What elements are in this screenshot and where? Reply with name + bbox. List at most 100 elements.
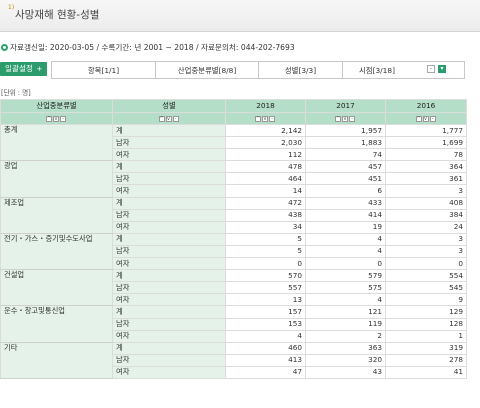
sort-asc-icon[interactable]: ^ (46, 115, 52, 122)
expand-down-icon[interactable]: ▾ (438, 65, 446, 73)
sort-asc-icon[interactable]: ^ (255, 115, 261, 122)
table-row: 운수・창고및통신업 계 157 121 129 (0, 305, 467, 343)
value-cell: 478 (225, 160, 306, 174)
value-cell: 1,777 (385, 123, 467, 138)
table-row: 총계 계 2,142 1,957 1,777 (0, 123, 467, 162)
value-cell: 575 (305, 281, 386, 295)
value-cell: 472 (225, 196, 306, 210)
sex-cell: 여자 (112, 148, 226, 162)
sort-desc-icon[interactable]: v (165, 115, 172, 122)
sort-desc-icon[interactable]: v (342, 115, 348, 122)
table-row: 여자 0 0 0 (1, 257, 467, 271)
value-cell: 438 (225, 208, 306, 222)
table-row: 여자 112 74 78 (1, 148, 467, 162)
table-row: 남자 464 451 361 (1, 172, 467, 186)
value-cell: 361 (385, 172, 467, 186)
sex-cell: 남자 (112, 136, 226, 150)
sex-cell: 남자 (112, 172, 226, 186)
sex-cell: 남자 (112, 353, 226, 367)
filter-icon[interactable]: - (172, 115, 179, 122)
value-cell: 3 (385, 244, 467, 259)
filter-icon[interactable]: - (429, 115, 436, 122)
info-line: 자료갱신일: 2020-03-05 / 수록기간: 년 2001 ~ 2018 … (1, 42, 295, 53)
info-text: 자료갱신일: 2020-03-05 / 수록기간: 년 2001 ~ 2018 … (10, 43, 295, 52)
tab-bar: 일괄설정 + 항목[1/1] 산업중분류별[8/8] 성별[3/3] 시점[3/… (0, 61, 480, 79)
filter-icon[interactable]: - (349, 115, 355, 122)
header-2016: 2016 (385, 99, 467, 113)
table-row: 제조업 계 472 433 408 (0, 196, 467, 234)
category-cell: 제조업 (0, 196, 113, 234)
value-cell: 4 (305, 244, 386, 259)
value-cell: 6 (305, 184, 386, 198)
info-circle-icon (1, 44, 8, 51)
sex-cell: 남자 (112, 317, 226, 331)
header-2017: 2017 (305, 99, 386, 113)
category-cell: 운수・창고및통신업 (0, 305, 113, 343)
sex-cell: 여자 (112, 257, 226, 271)
collapse-icon[interactable]: - (427, 65, 435, 73)
tab-sex[interactable]: 성별[3/3] (258, 61, 343, 79)
value-cell: 153 (225, 317, 306, 331)
tab-period-label: 시점[3/18] (359, 66, 395, 75)
value-cell: 78 (385, 148, 467, 162)
value-cell: 2,142 (225, 123, 306, 138)
sex-cell: 남자 (112, 244, 226, 259)
title-number: 1) (8, 4, 15, 11)
value-cell: 579 (305, 269, 386, 283)
sort-desc-icon[interactable]: v (53, 115, 59, 122)
sort-controls-row: ^ v - ^ v - ^ v - ^ v - ^ v - (0, 112, 467, 125)
filter-icon[interactable]: - (269, 115, 275, 122)
table-body: 총계 계 2,142 1,957 1,777 남자 2,030 1,883 1,699 여자 112… (0, 123, 467, 379)
table-row: 여자 14 6 3 (1, 184, 467, 198)
value-cell: 1,883 (305, 136, 386, 150)
value-cell: 19 (305, 220, 386, 234)
value-cell: 129 (385, 305, 467, 319)
sex-cell: 계 (112, 305, 226, 319)
sex-cell: 여자 (112, 220, 226, 234)
value-cell: 128 (385, 317, 467, 331)
table-row: 남자 153 119 128 (1, 317, 467, 331)
sort-asc-icon[interactable]: ^ (415, 115, 422, 122)
value-cell: 384 (385, 208, 467, 222)
sex-cell: 여자 (112, 184, 226, 198)
value-cell: 13 (225, 293, 306, 307)
value-cell: 41 (385, 365, 467, 379)
value-cell: 4 (305, 293, 386, 307)
category-cell: 광업 (0, 160, 113, 198)
value-cell: 0 (225, 257, 306, 271)
sex-cell: 계 (112, 123, 226, 138)
sex-cell: 여자 (112, 365, 226, 379)
sex-cell: 남자 (112, 208, 226, 222)
table-row: 남자 413 320 278 (1, 353, 467, 367)
sort-desc-icon[interactable]: v (422, 115, 429, 122)
sort-desc-icon[interactable]: v (262, 115, 268, 122)
value-cell: 570 (225, 269, 306, 283)
tab-item[interactable]: 항목[1/1] (51, 61, 156, 79)
category-cell: 총계 (0, 123, 113, 162)
value-cell: 2 (305, 329, 386, 343)
value-cell: 24 (385, 220, 467, 234)
value-cell: 34 (225, 220, 306, 234)
value-cell: 433 (305, 196, 386, 210)
value-cell: 460 (225, 341, 306, 355)
filter-icon[interactable]: - (60, 115, 66, 122)
sex-cell: 계 (112, 160, 226, 174)
value-cell: 14 (225, 184, 306, 198)
sex-cell: 계 (112, 341, 226, 355)
tab-period[interactable]: 시점[3/18] (342, 61, 465, 79)
value-cell: 451 (305, 172, 386, 186)
value-cell: 1,699 (385, 136, 467, 150)
table-row: 광업 계 478 457 364 (0, 160, 467, 198)
value-cell: 74 (305, 148, 386, 162)
title-bar: 1) 사망재해 현황-성별 (0, 0, 480, 32)
value-cell: 121 (305, 305, 386, 319)
sort-asc-icon[interactable]: ^ (335, 115, 341, 122)
value-cell: 364 (385, 160, 467, 174)
sex-cell: 계 (112, 196, 226, 210)
bulk-settings-button[interactable]: 일괄설정 + (0, 62, 47, 76)
data-table: 산업중분류별 성별 2018 2017 2016 ^ v - ^ v - ^ v - ^ v -… (0, 99, 467, 379)
sort-asc-icon[interactable]: ^ (158, 115, 165, 122)
tab-industry[interactable]: 산업중분류별[8/8] (155, 61, 259, 79)
sex-cell: 계 (112, 232, 226, 246)
value-cell: 5 (225, 232, 306, 246)
